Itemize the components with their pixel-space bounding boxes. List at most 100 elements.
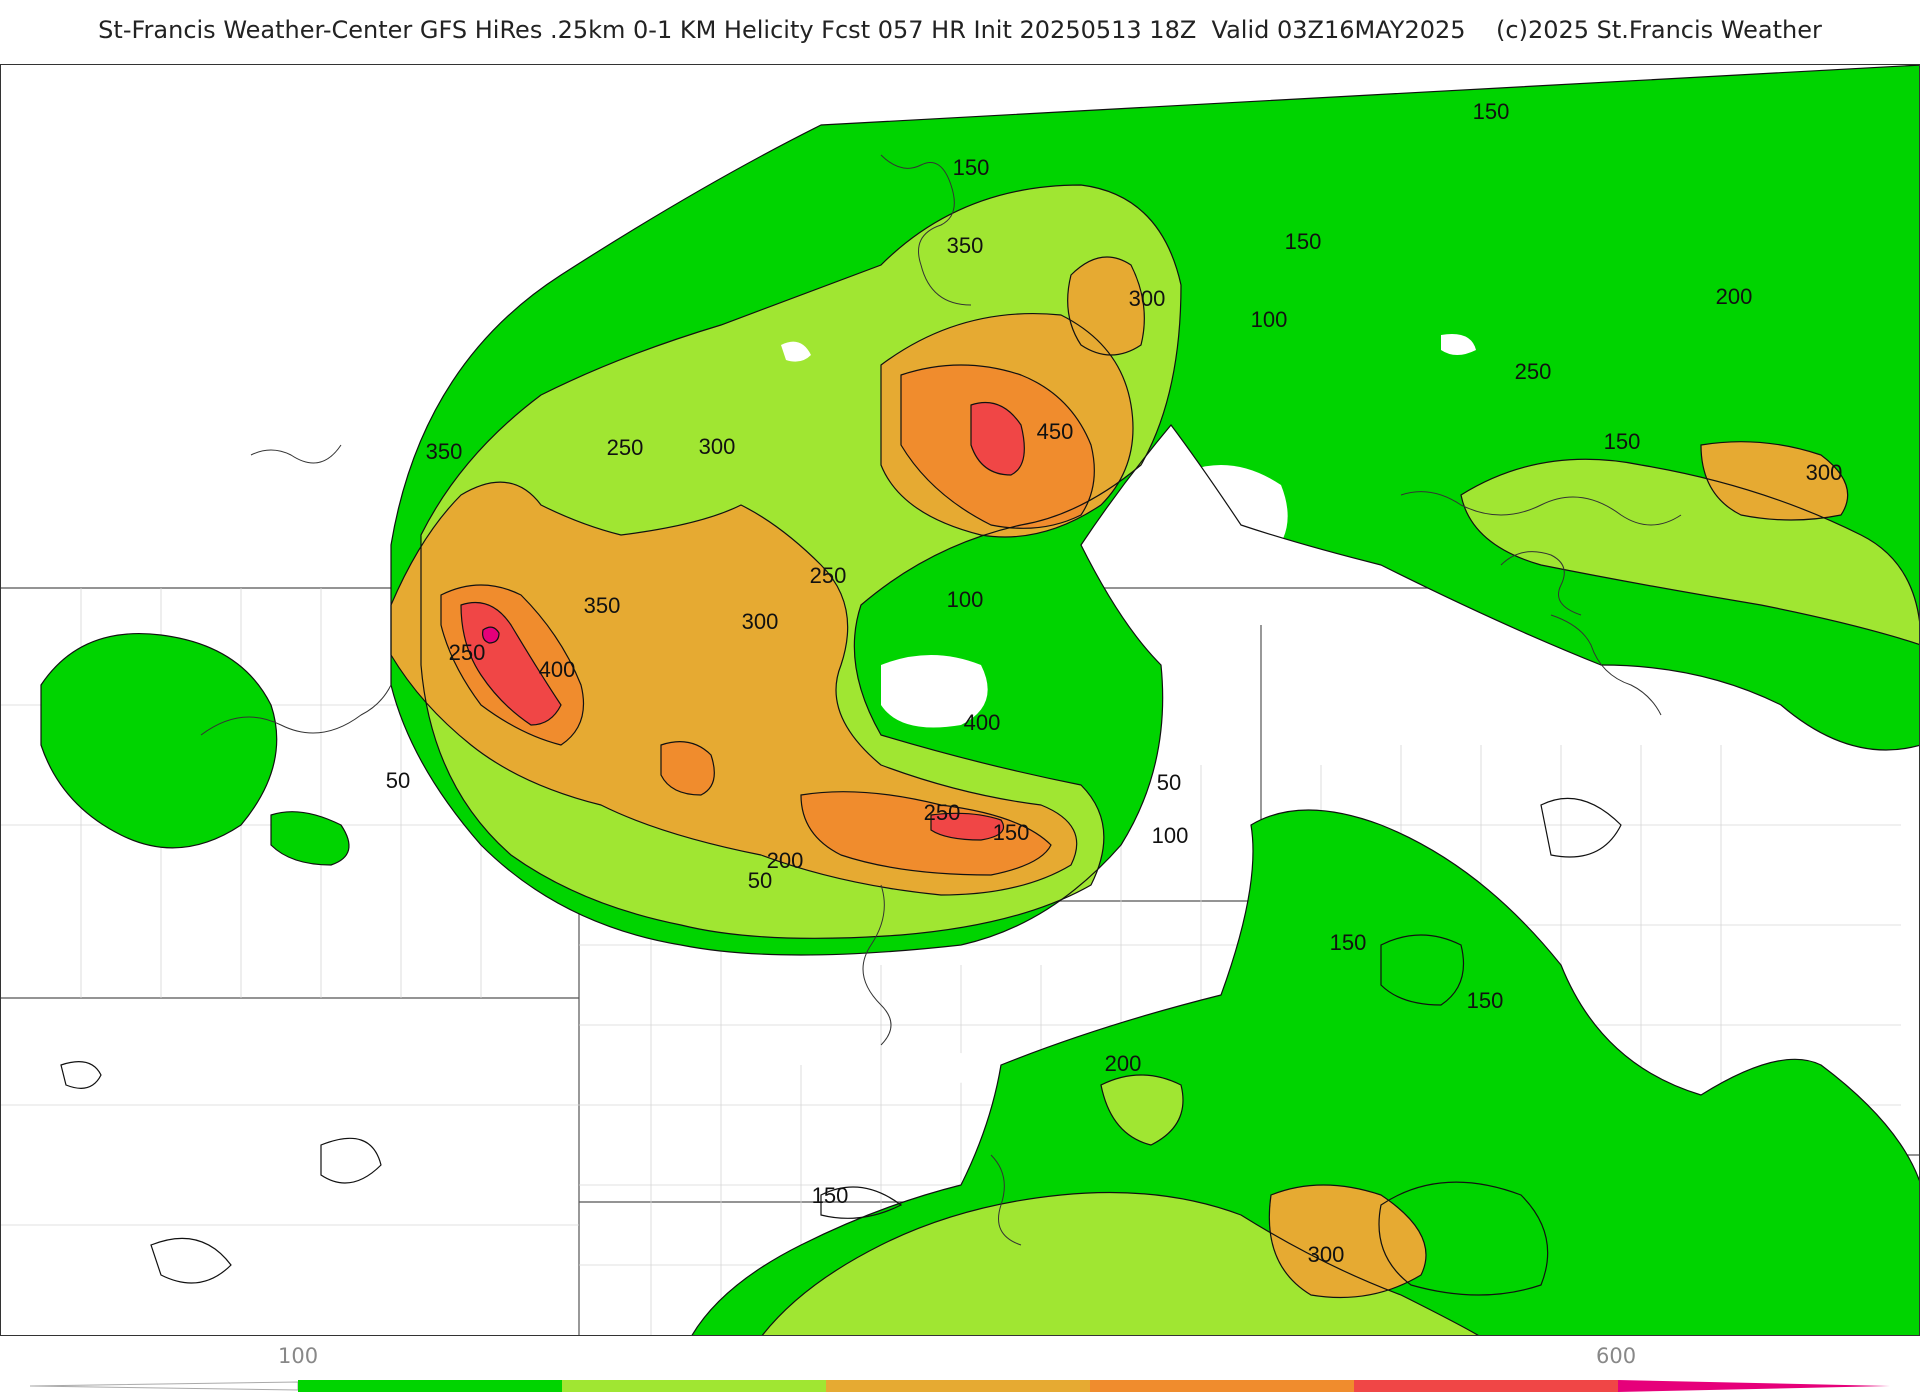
- colorbar-swatch-5: [1354, 1380, 1618, 1392]
- contour-line: [390, 481, 1078, 896]
- contour-line: [1268, 1184, 1427, 1299]
- shade-region: [482, 627, 499, 643]
- contour-label: 400: [539, 657, 576, 682]
- colorbar-label-100: 100: [278, 1344, 319, 1368]
- copyright-text: (c)2025 St.Francis Weather: [1496, 16, 1822, 44]
- contour-label: 100: [947, 587, 984, 612]
- contour-line: [1540, 797, 1622, 858]
- contour-line: [880, 312, 1134, 538]
- contour-label: 300: [1129, 286, 1166, 311]
- contour-line: [440, 584, 585, 746]
- contour-label: 50: [748, 868, 772, 893]
- contour-label: 50: [386, 768, 410, 793]
- shade-gap: [881, 655, 988, 728]
- map-panel: 150 150 150 100 300 350 200 250 150 300 350 250 300 4…: [0, 64, 1920, 1336]
- coastlines: [200, 154, 1682, 1246]
- shade-region: [41, 633, 277, 848]
- contour-line: [270, 811, 350, 866]
- contour-label: 150: [1467, 988, 1504, 1013]
- contour-label: 300: [1806, 460, 1843, 485]
- contour-line: [970, 401, 1025, 476]
- contour-line: [1378, 1181, 1549, 1296]
- shade-region: [661, 741, 715, 795]
- contour-label: 250: [924, 800, 961, 825]
- contour-label: 50: [1157, 770, 1181, 795]
- contour-line: [420, 184, 1182, 939]
- contour-line: [820, 1186, 903, 1219]
- contour-line: [482, 626, 500, 644]
- contour-label: 250: [449, 640, 486, 665]
- shade-region: [1381, 935, 1464, 1005]
- shade-region: [1269, 1185, 1426, 1298]
- contour-label: 100: [1152, 823, 1189, 848]
- shade-gap: [901, 1051, 1001, 1085]
- contour-line: [1700, 441, 1849, 521]
- contour-label: 450: [1037, 419, 1074, 444]
- shade-gap: [1161, 465, 1288, 568]
- contour-label: 200: [767, 848, 804, 873]
- contour-label: 200: [1716, 284, 1753, 309]
- contour-label: 400: [964, 710, 1001, 735]
- contour-line: [1067, 256, 1145, 356]
- contour-label: 100: [1251, 307, 1288, 332]
- shade-region: [271, 811, 349, 865]
- colorbar-arrow-right: [1618, 1380, 1890, 1392]
- contour-label: 250: [1515, 359, 1552, 384]
- contour-line: [1460, 458, 1919, 645]
- shade-region: [801, 791, 1051, 875]
- colorbar-label-600: 600: [1596, 1344, 1637, 1368]
- contour-label: 350: [584, 593, 621, 618]
- shade-region: [1461, 459, 1919, 645]
- contour-line: [930, 812, 1005, 841]
- colorbar: [30, 1380, 1890, 1392]
- contour-line: [1380, 934, 1465, 1006]
- contour-label: 300: [742, 609, 779, 634]
- contour-line: [761, 1191, 1479, 1335]
- shade-gap: [1151, 533, 1176, 550]
- contour-line: [460, 601, 562, 726]
- contour-label: 250: [810, 563, 847, 588]
- contour-label: 150: [1330, 930, 1367, 955]
- contour-line: [800, 791, 1052, 876]
- contour-label: 300: [1308, 1242, 1345, 1267]
- contour-lines: [40, 65, 1919, 1335]
- contour-label: 250: [607, 435, 644, 460]
- shade-region: [1701, 441, 1848, 520]
- contour-line: [320, 1137, 382, 1184]
- contour-label: 150: [953, 155, 990, 180]
- contour-label: 150: [1604, 429, 1641, 454]
- helicity-shading: [41, 65, 1919, 1335]
- shade-region: [762, 1192, 1478, 1335]
- contour-line: [150, 1237, 232, 1284]
- contour-label: 300: [699, 434, 736, 459]
- contour-line: [40, 632, 278, 849]
- contour-label: 350: [947, 233, 984, 258]
- contour-label: 150: [993, 820, 1030, 845]
- helicity-map: 150 150 150 100 300 350 200 250 150 300 350 250 300 4…: [1, 65, 1919, 1335]
- contour-line: [60, 1061, 102, 1089]
- contour-label: 150: [1285, 229, 1322, 254]
- shade-gap: [781, 341, 811, 362]
- colorbar-swatch-1: [298, 1380, 562, 1392]
- colorbar-swatch-2: [562, 1380, 826, 1392]
- title-text: St-Francis Weather-Center GFS HiRes .25k…: [98, 16, 1466, 44]
- contour-label: 200: [1105, 1051, 1142, 1076]
- colorbar-swatch-4: [1090, 1380, 1354, 1392]
- shade-region: [971, 402, 1025, 475]
- map-title: St-Francis Weather-Center GFS HiRes .25k…: [0, 16, 1920, 52]
- contour-line: [660, 741, 715, 796]
- shade-region: [931, 813, 1004, 840]
- contour-labels: 150 150 150 100 300 350 200 250 150 300 350 250 300 4…: [386, 99, 1843, 1267]
- contour-line: [900, 364, 1095, 529]
- shade-region: [391, 482, 1077, 895]
- contour-label: 150: [812, 1183, 849, 1208]
- contour-label: 350: [426, 439, 463, 464]
- contour-line: [1100, 1074, 1184, 1146]
- shade-gap: [1441, 334, 1476, 355]
- colorbar-swatch-3: [826, 1380, 1090, 1392]
- contour-line: [691, 809, 1919, 1335]
- shade-region: [692, 810, 1919, 1335]
- contour-label: 150: [1473, 99, 1510, 124]
- colorbar-arrow-left: [30, 1381, 299, 1391]
- contour-line: [390, 65, 1919, 956]
